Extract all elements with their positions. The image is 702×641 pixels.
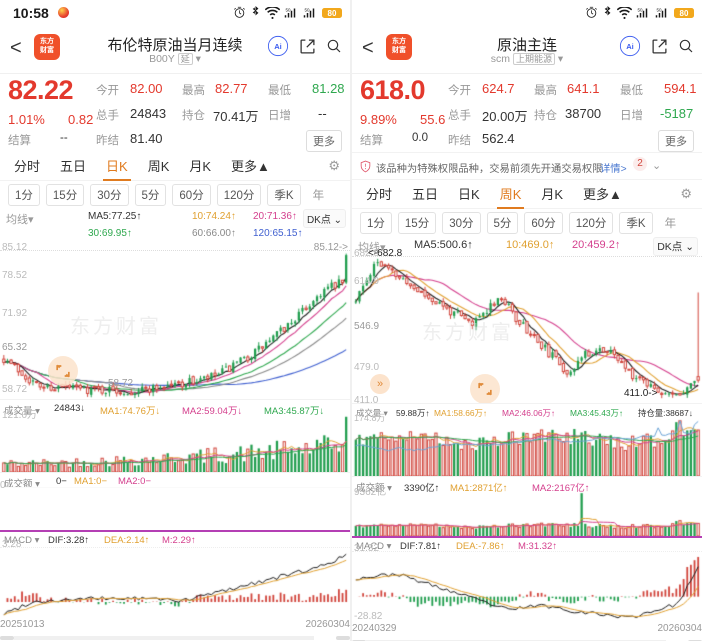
svg-text:Ai: Ai: [274, 42, 282, 51]
svg-text:Ai: Ai: [626, 42, 634, 51]
svg-text:50: 50: [305, 7, 311, 12]
svg-text:50: 50: [286, 7, 292, 12]
svg-text:50: 50: [657, 7, 663, 12]
svg-text:50: 50: [638, 7, 644, 12]
